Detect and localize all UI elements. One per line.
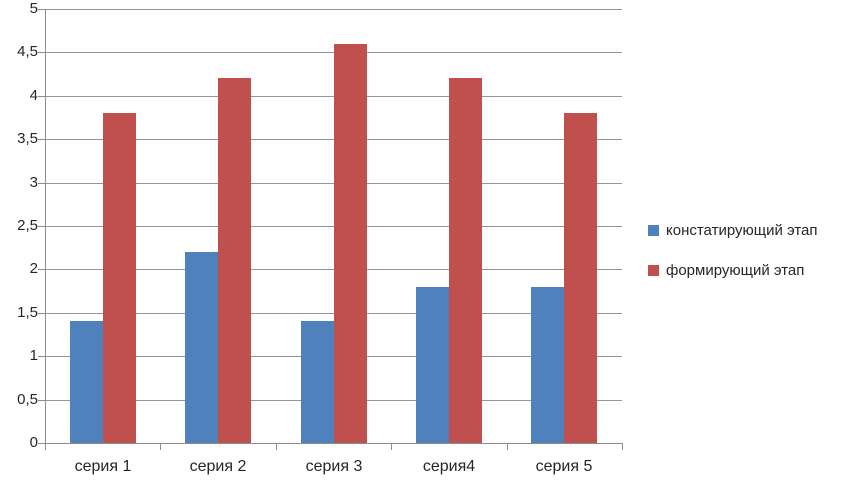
y-axis-tick (38, 183, 45, 184)
y-axis-tick-label: 1 (29, 347, 38, 364)
legend-label-series-1: формирующий этап (666, 261, 805, 279)
gridline (45, 139, 622, 140)
x-axis-tick (391, 443, 392, 450)
y-axis-tick (38, 313, 45, 314)
legend-swatch-series-0 (648, 224, 659, 236)
gridline (45, 226, 622, 227)
y-axis-tick-label: 0 (29, 434, 38, 451)
x-axis-category-label: серия4 (422, 458, 476, 475)
bar-констатирующий этап-серия 2 (185, 252, 218, 443)
gridline (45, 269, 622, 270)
legend-label-series-0: констатирующий этап (666, 221, 818, 239)
bar-констатирующий этап-серия 5 (531, 287, 564, 443)
y-axis-tick (38, 96, 45, 97)
legend: констатирующий этап формирующий этап (648, 217, 818, 297)
gridline (45, 52, 622, 53)
x-axis-tick (276, 443, 277, 450)
gridline (45, 96, 622, 97)
bar-констатирующий этап-серия 3 (301, 321, 334, 443)
legend-item-series-0: констатирующий этап (648, 217, 818, 243)
y-axis-line (45, 9, 46, 450)
x-axis-category-label: серия 5 (535, 458, 593, 475)
legend-swatch-series-1 (648, 264, 659, 276)
legend-item-series-1: формирующий этап (648, 257, 818, 283)
y-axis-tick (38, 139, 45, 140)
bar-формирующий этап-серия 3 (334, 44, 367, 443)
y-axis-tick (38, 400, 45, 401)
y-axis-tick (38, 356, 45, 357)
y-axis-tick-label: 1,5 (17, 304, 38, 321)
gridline (45, 183, 622, 184)
y-axis-tick (38, 226, 45, 227)
y-axis-tick-label: 2,5 (17, 217, 38, 234)
y-axis-tick (38, 9, 45, 10)
bar-формирующий этап-серия 5 (564, 113, 597, 443)
y-axis-tick (38, 52, 45, 53)
y-axis-tick-label: 2 (29, 260, 38, 277)
bar-констатирующий этап-серия4 (416, 287, 449, 443)
bar-констатирующий этап-серия 1 (70, 321, 103, 443)
x-axis-category-label: серия 3 (305, 458, 363, 475)
bar-формирующий этап-серия4 (449, 78, 482, 443)
x-axis-category-label: серия 2 (189, 458, 247, 475)
y-axis-tick-label: 5 (29, 0, 38, 17)
gridline (45, 313, 622, 314)
bar-формирующий этап-серия 1 (103, 113, 136, 443)
y-axis-tick (38, 269, 45, 270)
x-axis-tick (45, 443, 46, 450)
y-axis-tick (38, 443, 45, 444)
x-axis-tick (507, 443, 508, 450)
x-axis-category-label: серия 1 (74, 458, 132, 475)
y-axis-tick-label: 3,5 (17, 130, 38, 147)
y-axis-tick-label: 3 (29, 174, 38, 191)
x-axis-tick (160, 443, 161, 450)
gridline (45, 9, 622, 10)
y-axis-tick-label: 4 (29, 87, 38, 104)
y-axis-tick-label: 0,5 (17, 391, 38, 408)
bar-формирующий этап-серия 2 (218, 78, 251, 443)
x-axis-line (45, 443, 622, 444)
y-axis-tick-label: 4,5 (17, 43, 38, 60)
x-axis-tick (622, 443, 623, 450)
